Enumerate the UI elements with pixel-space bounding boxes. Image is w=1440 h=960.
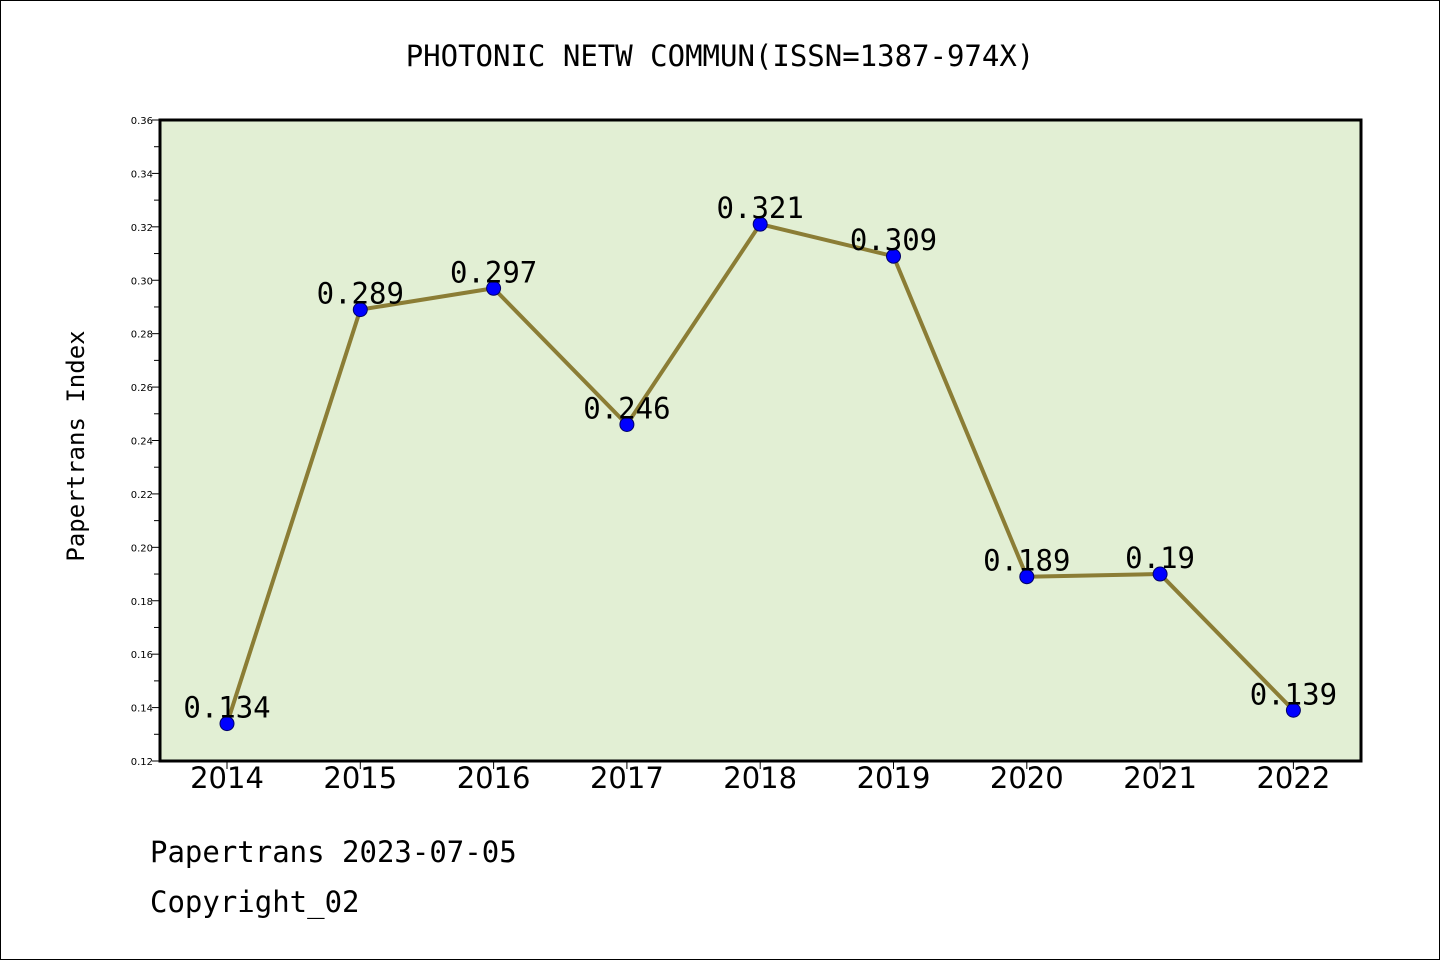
data-point (1019, 569, 1035, 585)
x-axis: 2014 2015 2016 2017 2018 2019 2020 2021 2022 (190, 761, 1330, 795)
y-tick-label: 0.36 (131, 116, 153, 127)
x-tick-label: 2020 (990, 761, 1064, 795)
y-tick-label: 0.22 (131, 490, 153, 501)
y-tick-label: 0.14 (131, 704, 153, 715)
footer-copyright-text: Copyright_02 (150, 885, 360, 919)
y-tick-label: 0.18 (131, 597, 153, 608)
data-point (619, 416, 635, 432)
footer-date-text: Papertrans 2023-07-05 (150, 835, 517, 869)
x-tick-label: 2021 (1123, 761, 1197, 795)
x-tick-label: 2016 (457, 761, 531, 795)
data-label: 0.297 (450, 255, 537, 289)
plot-border (158, 118, 1363, 763)
data-label: 0.19 (1125, 541, 1195, 575)
y-tick-label: 0.16 (131, 650, 153, 661)
data-label: 0.189 (983, 544, 1070, 578)
data-label: 0.309 (850, 223, 937, 257)
y-tick-label: 0.28 (131, 330, 153, 341)
chart-title: PHOTONIC NETW COMMUN(ISSN=1387-974X) (406, 39, 1035, 73)
y-axis: 0.12 0.14 0.16 0.18 0.20 0.22 0.24 0.26 0.28 0.30… (131, 116, 160, 768)
data-label: 0.321 (717, 191, 804, 225)
x-tick-label: 2014 (190, 761, 264, 795)
data-point (886, 248, 901, 264)
y-tick-label: 0.32 (131, 223, 153, 234)
y-tick-label: 0.26 (131, 383, 153, 394)
y-axis-label: Papertrans Index (62, 330, 90, 561)
data-point (752, 216, 768, 232)
data-point (352, 302, 368, 318)
data-label: 0.246 (583, 391, 670, 425)
y-tick-label: 0.24 (131, 437, 153, 448)
x-tick-label: 2019 (857, 761, 931, 795)
x-tick-label: 2022 (1256, 761, 1330, 795)
data-point (219, 716, 235, 732)
data-point (486, 280, 502, 296)
y-tick-label: 0.20 (131, 543, 153, 554)
y-tick-label: 0.30 (131, 276, 153, 287)
y-tick-label: 0.34 (131, 169, 153, 180)
y-tick-label: 0.12 (131, 757, 153, 768)
data-point (1285, 702, 1301, 718)
data-label: 0.139 (1250, 677, 1337, 711)
data-label: 0.289 (317, 277, 404, 311)
data-point (1152, 566, 1168, 582)
series-layer: 0.134 0.289 0.297 0.246 0.321 0.309 0.189 0.19 0… (183, 191, 1337, 732)
x-tick-label: 2017 (590, 761, 664, 795)
data-label: 0.134 (183, 691, 270, 725)
x-tick-label: 2015 (323, 761, 397, 795)
x-tick-label: 2018 (723, 761, 797, 795)
